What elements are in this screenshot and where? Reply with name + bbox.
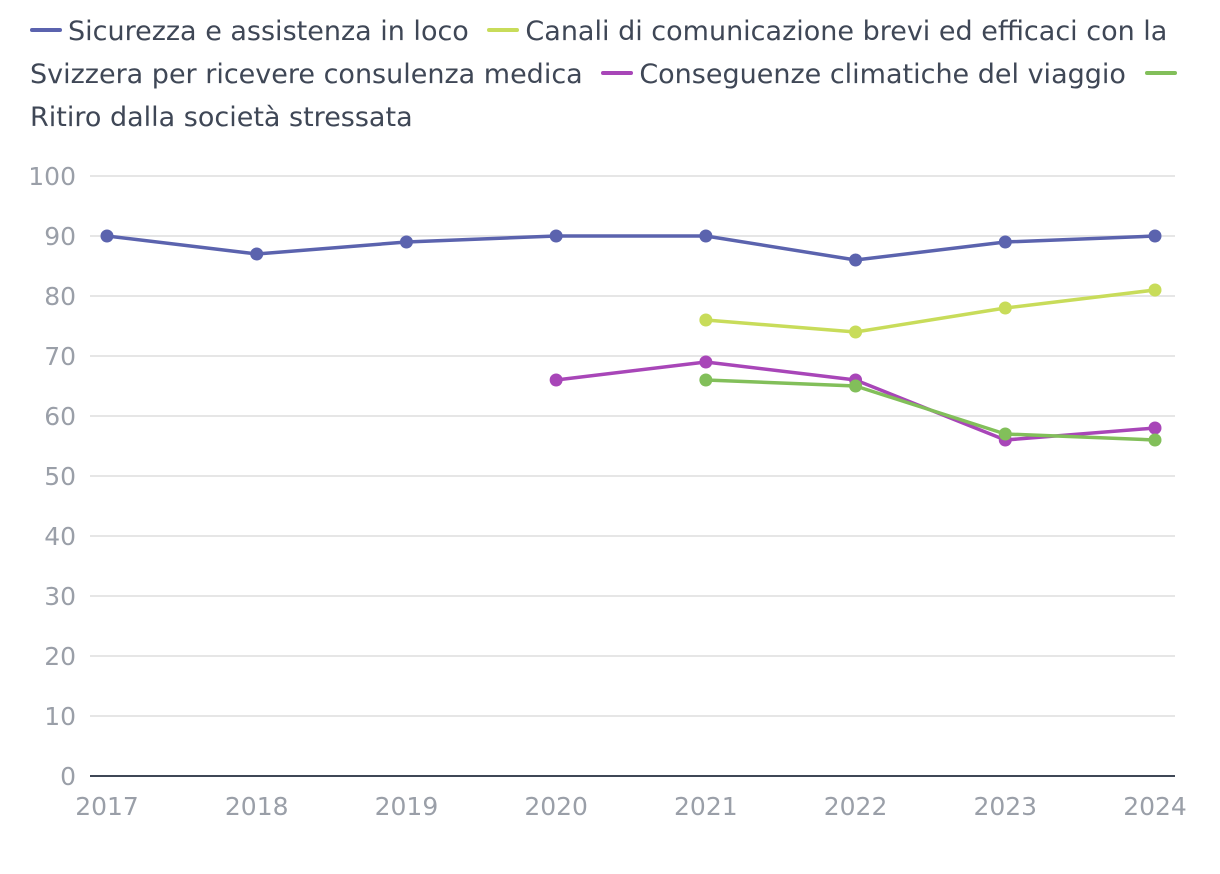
x-tick-label-2021: 2021: [674, 792, 738, 821]
series-layer: [100, 229, 1162, 447]
data-point-0-2020[interactable]: [549, 229, 563, 243]
legend-item-canali[interactable]: Canali di comunicazione brevi ed efficac…: [30, 16, 1167, 90]
legend-swatch-sicurezza: [30, 27, 62, 32]
data-point-1-2022[interactable]: [849, 325, 863, 339]
y-tick-label-80: 80: [44, 282, 76, 311]
legend-item-ritiro[interactable]: Ritiro dalla società stressata: [30, 59, 1183, 133]
legend-swatch-ritiro: [1144, 70, 1177, 75]
data-point-3-2023[interactable]: [998, 427, 1012, 441]
data-point-0-2024[interactable]: [1148, 229, 1162, 243]
grid-layer: [90, 175, 1175, 717]
data-point-2-2020[interactable]: [549, 373, 563, 387]
x-tick-label-2019: 2019: [375, 792, 439, 821]
series-line-1: [704, 288, 1157, 334]
series-1: [699, 283, 1162, 339]
legend-label-ritiro: Ritiro dalla società stressata: [30, 102, 413, 133]
y-tick-label-30: 30: [44, 582, 76, 611]
y-tick-label-0: 0: [60, 762, 76, 791]
data-point-1-2023[interactable]: [998, 301, 1012, 315]
data-point-1-2021[interactable]: [699, 313, 713, 327]
y-tick-label-40: 40: [44, 522, 76, 551]
data-point-3-2024[interactable]: [1148, 433, 1162, 447]
data-point-0-2018[interactable]: [250, 247, 264, 261]
data-point-2-2024[interactable]: [1148, 421, 1162, 435]
y-tick-label-50: 50: [44, 462, 76, 491]
chart-legend: Sicurezza e assistenza in loco Canali di…: [30, 10, 1190, 139]
y-tick-label-20: 20: [44, 642, 76, 671]
data-point-1-2024[interactable]: [1148, 283, 1162, 297]
data-point-0-2021[interactable]: [699, 229, 713, 243]
y-tick-label-70: 70: [44, 342, 76, 371]
x-tick-label-2020: 2020: [524, 792, 588, 821]
data-point-2-2021[interactable]: [699, 355, 713, 369]
data-point-3-2022[interactable]: [849, 379, 863, 393]
x-tick-label-2022: 2022: [824, 792, 888, 821]
data-point-0-2017[interactable]: [100, 229, 114, 243]
series-0: [100, 229, 1162, 267]
series-3: [699, 373, 1162, 447]
data-point-3-2021[interactable]: [699, 373, 713, 387]
y-tick-label-100: 100: [28, 162, 76, 191]
series-line-3: [704, 378, 1157, 442]
y-tick-label-60: 60: [44, 402, 76, 431]
x-tick-label-2023: 2023: [973, 792, 1037, 821]
series-line-0: [105, 234, 1157, 262]
legend-label-conseguenze: Conseguenze climatiche del viaggio: [639, 59, 1126, 90]
x-tick-label-2018: 2018: [225, 792, 289, 821]
x-tick-label-2024: 2024: [1123, 792, 1187, 821]
data-point-0-2022[interactable]: [849, 253, 863, 267]
axis-layer: 0 10 20 30 40 50 60 70 80 90 100 2017 2018 2019 2020 20…: [28, 162, 1187, 821]
legend-label-sicurezza: Sicurezza e assistenza in loco: [68, 16, 469, 47]
legend-swatch-conseguenze: [601, 70, 634, 75]
y-tick-label-10: 10: [44, 702, 76, 731]
series-2: [549, 355, 1162, 447]
legend-item-conseguenze[interactable]: Conseguenze climatiche del viaggio: [601, 59, 1126, 90]
x-tick-label-2017: 2017: [75, 792, 139, 821]
data-point-0-2019[interactable]: [399, 235, 413, 249]
y-tick-label-90: 90: [44, 222, 76, 251]
legend-label-canali: Canali di comunicazione brevi ed efficac…: [30, 16, 1168, 90]
legend-swatch-canali: [487, 27, 520, 32]
legend-item-sicurezza[interactable]: Sicurezza e assistenza in loco: [30, 16, 469, 47]
data-point-0-2023[interactable]: [998, 235, 1012, 249]
